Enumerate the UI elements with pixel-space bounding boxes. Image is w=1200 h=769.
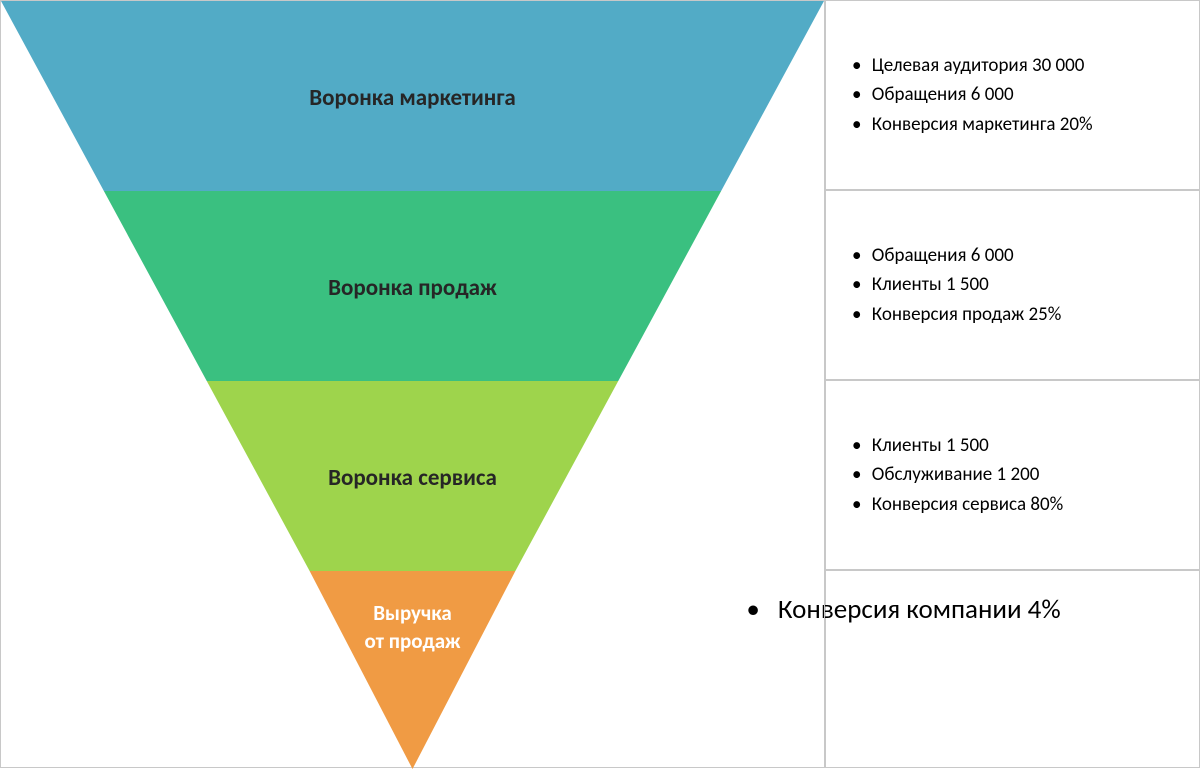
bullet-item: Конверсия сервиса 80% <box>852 490 1181 519</box>
stage-label-revenue: Выручкаот продаж <box>1 599 824 656</box>
stage-label-sales: Воронка продаж <box>1 273 824 304</box>
bullet-list: Целевая аудитория 30 000 Обращения 6 000… <box>844 51 1181 139</box>
details-marketing: Целевая аудитория 30 000 Обращения 6 000… <box>825 0 1200 190</box>
bullet-item: Обращения 6 000 <box>852 80 1181 109</box>
funnel-stage-revenue: Выручкаот продаж <box>1 571 824 769</box>
funnel-diagram: Воронка маркетинга Воронка продаж Воронк… <box>0 0 1200 768</box>
stage-label-marketing: Воронка маркетинга <box>1 83 824 114</box>
bullet-item: Конверсия продаж 25% <box>852 300 1181 329</box>
funnel-column: Воронка маркетинга Воронка продаж Воронк… <box>0 0 825 768</box>
bullet-list: Клиенты 1 500 Обслуживание 1 200 Конверс… <box>844 431 1181 519</box>
bullet-item: Клиенты 1 500 <box>852 431 1181 460</box>
stage-label-service: Воронка сервиса <box>1 463 824 494</box>
bullet-item: Клиенты 1 500 <box>852 270 1181 299</box>
funnel-stage-service: Воронка сервиса <box>1 381 824 571</box>
details-column: Целевая аудитория 30 000 Обращения 6 000… <box>825 0 1200 768</box>
bullet-item: Конверсия маркетинга 20% <box>852 110 1181 139</box>
bullet-list: Обращения 6 000 Клиенты 1 500 Конверсия … <box>844 241 1181 329</box>
funnel-stage-marketing: Воронка маркетинга <box>1 1 824 191</box>
details-service: Клиенты 1 500 Обслуживание 1 200 Конверс… <box>825 380 1200 570</box>
bullet-item: Целевая аудитория 30 000 <box>852 51 1181 80</box>
funnel-stage-sales: Воронка продаж <box>1 191 824 381</box>
bullet-item: Обращения 6 000 <box>852 241 1181 270</box>
bullet-item: Обслуживание 1 200 <box>852 460 1181 489</box>
details-sales: Обращения 6 000 Клиенты 1 500 Конверсия … <box>825 190 1200 380</box>
details-final: Конверсия компании 4% <box>825 570 1200 768</box>
